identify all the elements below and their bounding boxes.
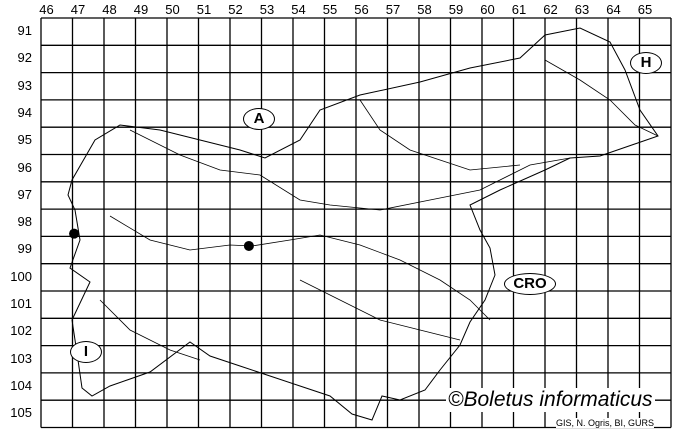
row-label: 97 <box>17 186 32 202</box>
column-label: 57 <box>385 2 401 17</box>
row-label: 105 <box>10 405 32 421</box>
row-label: 93 <box>17 77 32 93</box>
copyright-credit: ©Boletus informaticus <box>446 388 655 412</box>
row-label: 92 <box>17 50 32 66</box>
row-label: 100 <box>10 268 32 284</box>
grid-lines <box>40 17 672 429</box>
country-outline <box>67 27 659 421</box>
row-label: 104 <box>10 377 32 393</box>
column-label: 62 <box>543 2 558 17</box>
row-label: 94 <box>17 104 32 120</box>
row-label: 98 <box>17 214 32 230</box>
row-label: 99 <box>17 241 32 257</box>
column-label: 46 <box>39 2 54 17</box>
row-label: 103 <box>10 350 32 366</box>
column-label: 54 <box>291 2 306 17</box>
column-label: 53 <box>259 2 275 17</box>
row-label: 96 <box>17 159 32 175</box>
column-label: 55 <box>322 2 338 17</box>
row-label: 101 <box>10 296 32 311</box>
column-label: 61 <box>511 2 527 17</box>
occurrence-point <box>69 228 80 239</box>
column-label: 56 <box>354 2 369 17</box>
label-croatia: CRO <box>504 273 556 295</box>
column-label: 52 <box>228 2 243 17</box>
row-label: 102 <box>10 323 32 339</box>
column-label: 58 <box>417 2 432 17</box>
row-label: 95 <box>17 132 32 148</box>
column-label: 60 <box>480 2 495 17</box>
column-label: 65 <box>637 2 653 17</box>
column-label: 64 <box>606 2 621 17</box>
label-hungary: H <box>630 52 662 74</box>
column-label: 50 <box>165 2 180 17</box>
column-label: 51 <box>196 2 212 17</box>
row-label: 91 <box>17 23 32 38</box>
column-label: 47 <box>70 2 86 17</box>
data-source: GIS, N. Ogris, BI, GURS <box>556 418 655 428</box>
label-austria: A <box>243 108 275 130</box>
column-label: 63 <box>574 2 590 17</box>
occurrence-point <box>243 240 254 251</box>
column-label: 49 <box>133 2 149 17</box>
column-label: 48 <box>102 2 117 17</box>
column-label: 59 <box>448 2 464 17</box>
label-italy: I <box>70 341 102 363</box>
occurrence-points <box>69 228 254 251</box>
